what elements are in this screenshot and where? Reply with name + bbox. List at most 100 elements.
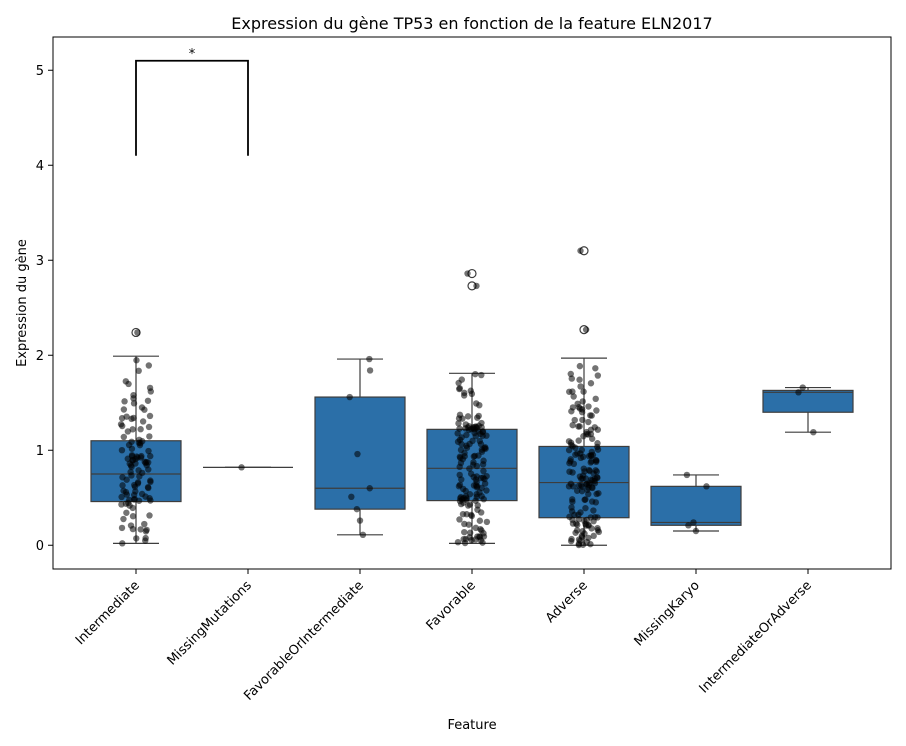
strip-point: [576, 376, 583, 383]
strip-point: [588, 458, 595, 465]
strip-point: [575, 423, 582, 430]
strip-point: [468, 390, 476, 398]
strip-point: [238, 464, 245, 471]
strip-point: [475, 412, 482, 420]
strip-point: [578, 533, 586, 541]
strip-point: [459, 455, 467, 463]
y-axis-label: Expression du gène: [15, 239, 30, 367]
strip-point: [123, 509, 130, 516]
strip-point: [472, 423, 479, 430]
strip-point: [565, 446, 573, 454]
strip-point: [588, 412, 595, 419]
strip-point: [142, 493, 149, 500]
strip-point: [566, 468, 573, 475]
strip-point: [129, 504, 136, 512]
strip-point: [146, 433, 153, 440]
strip-point: [366, 485, 373, 492]
box-intermediateoradverse: [762, 386, 854, 433]
strip-point: [117, 421, 125, 428]
strip-point: [479, 474, 487, 481]
strip-point: [567, 456, 574, 463]
significance-bracket: [135, 59, 249, 156]
strip-point: [353, 505, 361, 513]
strip-point: [128, 445, 136, 452]
strip-point: [129, 525, 137, 533]
y-tick-label: 4: [36, 159, 44, 174]
strip-point: [456, 497, 464, 505]
strip-point: [692, 527, 700, 535]
strip-point: [810, 429, 817, 436]
strip-point: [594, 443, 601, 451]
strip-point: [346, 393, 353, 401]
strip-point: [147, 478, 154, 486]
strip-point: [463, 511, 470, 518]
strip-point: [575, 437, 582, 444]
strip-point: [460, 392, 468, 399]
strip-point: [568, 535, 575, 543]
strip-point: [567, 370, 574, 378]
strip-point: [467, 470, 475, 477]
strip-point: [577, 509, 584, 516]
strip-point: [570, 393, 577, 400]
strip-point: [483, 518, 491, 526]
strip-point: [593, 468, 600, 475]
y-tick-label: 3: [36, 254, 44, 269]
strip-point: [477, 525, 484, 533]
x-axis-label: Feature: [447, 718, 496, 733]
strip-point: [456, 463, 463, 471]
strip-point: [572, 444, 579, 451]
strip-point: [120, 406, 128, 413]
y-tick-label: 5: [36, 64, 44, 79]
strip-point: [585, 418, 592, 426]
strip-point: [458, 476, 465, 483]
strip-point: [582, 504, 589, 512]
strip-point: [136, 473, 143, 480]
strip-point: [478, 371, 485, 379]
strip-point: [480, 457, 487, 464]
strip-point: [125, 380, 132, 388]
strip-point: [579, 416, 586, 424]
strip-point: [584, 486, 591, 494]
strip-point: [580, 388, 587, 395]
strip-point: [147, 388, 154, 395]
strip-point: [473, 282, 480, 290]
y-tick-label: 0: [36, 539, 44, 554]
strip-point: [144, 484, 152, 491]
strip-point: [359, 531, 367, 538]
strip-point: [593, 407, 600, 414]
strip-point: [703, 483, 710, 490]
strip-point: [590, 507, 597, 514]
strip-point: [576, 362, 584, 370]
strip-point: [595, 528, 603, 536]
strip-point: [590, 532, 597, 540]
strip-point: [473, 491, 480, 498]
strip-point: [455, 415, 463, 422]
strip-point: [579, 406, 586, 413]
strip-point: [569, 421, 576, 429]
strip-point: [569, 496, 576, 503]
strip-point: [474, 483, 481, 490]
strip-point: [482, 445, 489, 452]
strip-point: [146, 412, 154, 420]
y-tick-label: 1: [36, 444, 44, 459]
strip-point: [145, 362, 153, 369]
strip-point: [145, 447, 152, 455]
strip-point: [119, 540, 126, 547]
strip-point: [690, 519, 697, 526]
strip-point: [594, 426, 602, 433]
strip-point: [476, 401, 483, 409]
strip-point: [585, 466, 593, 474]
strip-point: [477, 430, 484, 438]
strip-point: [456, 481, 464, 489]
iqr-box: [650, 485, 742, 526]
strip-point: [463, 495, 470, 502]
strip-point: [130, 400, 138, 407]
strip-point: [137, 526, 144, 533]
strip-point: [477, 509, 485, 516]
x-tick-label: FavorableOrIntermediate: [241, 578, 367, 704]
strip-point: [133, 535, 140, 542]
strip-point: [130, 414, 137, 422]
strip-point: [574, 521, 581, 529]
strip-point: [143, 462, 150, 469]
